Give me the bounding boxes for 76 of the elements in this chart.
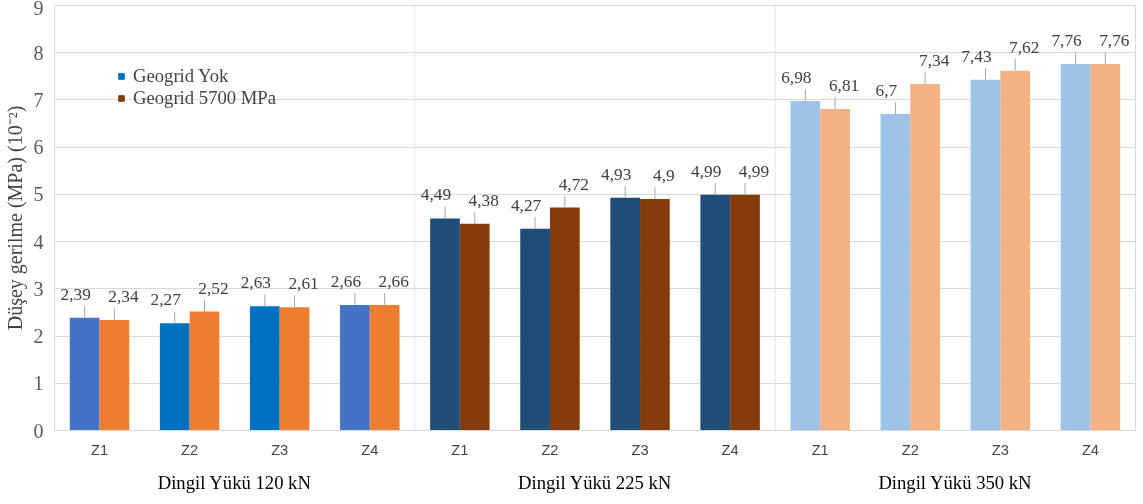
bar	[700, 194, 731, 431]
data-label: 4,99	[738, 161, 770, 181]
data-label: 2,66	[378, 271, 410, 291]
y-tick-label: 8	[33, 41, 44, 64]
bar	[1060, 64, 1091, 431]
data-label: 7,43	[961, 46, 992, 66]
data-label: 7,34	[918, 50, 950, 70]
data-label: 2,61	[288, 274, 319, 294]
text: Dingil Yükü 350 kN	[878, 471, 1033, 493]
data-label: 6,81	[828, 75, 860, 95]
data-label: 4,38	[468, 190, 499, 210]
y-tick-label: 1	[33, 372, 44, 395]
y-tick-label: 3	[33, 277, 44, 300]
x-tick-label: Z1	[811, 441, 829, 458]
bar	[369, 304, 400, 431]
data-label: 7,62	[1009, 37, 1040, 57]
data-label: 2,27	[150, 290, 182, 310]
data-label: 2,66	[330, 271, 362, 291]
bar	[549, 207, 580, 431]
bar	[69, 317, 100, 431]
legend-label: Geogrid 5700 MPa	[133, 87, 277, 109]
data-label: 7,76	[1099, 31, 1130, 51]
x-tick-label: Z4	[721, 441, 739, 458]
data-label: 4,93	[601, 164, 632, 184]
x-tick-label: Z3	[631, 441, 649, 458]
bar	[790, 100, 821, 431]
y-tick-label: 4	[33, 230, 44, 253]
x-tick-label: Z1	[90, 441, 109, 458]
bar	[249, 306, 280, 431]
data-label: 4,27	[510, 195, 542, 215]
x-tick-label: Z3	[991, 441, 1009, 458]
bar	[99, 320, 130, 431]
data-label: 2,39	[60, 284, 91, 304]
bar	[340, 304, 370, 431]
bar	[820, 108, 850, 431]
y-tick-label: 9	[33, 0, 44, 19]
text: Dingil Yükü 120 kN	[157, 471, 312, 493]
legend-label: Geogrid Yok	[133, 65, 229, 87]
data-label: 4,49	[420, 185, 452, 205]
y-axis-title: Düşey gerilme (MPa) (10⁻²)	[3, 105, 27, 331]
y-tick-label: 2	[33, 325, 44, 348]
x-tick-label: Z3	[271, 441, 289, 458]
y-tick-label: 6	[33, 136, 44, 159]
x-tick-label: Z2	[901, 441, 919, 458]
y-tick-label: 0	[33, 419, 44, 442]
data-label: 2,34	[108, 287, 139, 306]
bar	[970, 79, 1001, 431]
data-label: 2,52	[198, 278, 229, 298]
x-tick-label: Z4	[361, 441, 379, 458]
x-tick-label: Z2	[541, 441, 559, 458]
data-label: 6,98	[781, 67, 812, 87]
data-label: 2,63	[240, 273, 272, 293]
data-label: 4,9	[653, 166, 675, 186]
x-tick-label: Z2	[181, 441, 199, 458]
text: Dingil Yükü 225 kN	[518, 471, 672, 493]
x-tick-label: Z1	[451, 441, 469, 458]
bar	[430, 218, 460, 431]
bar	[1090, 64, 1121, 431]
x-tick-label: Z4	[1081, 441, 1100, 458]
bar	[610, 197, 641, 431]
bar	[640, 199, 670, 431]
y-tick-label: 5	[33, 183, 44, 206]
data-label: 6,7	[875, 81, 898, 101]
bar	[1000, 70, 1031, 431]
data-label: 4,99	[691, 161, 722, 181]
bar	[730, 194, 760, 431]
bar	[459, 223, 490, 431]
data-label: 7,76	[1051, 31, 1083, 51]
bar	[189, 311, 220, 431]
bar	[910, 83, 941, 431]
bar	[880, 114, 911, 431]
data-label: 4,72	[558, 174, 589, 194]
bar	[159, 323, 190, 431]
y-tick-label: 7	[33, 88, 44, 111]
bar	[279, 307, 310, 431]
bar	[520, 228, 550, 431]
